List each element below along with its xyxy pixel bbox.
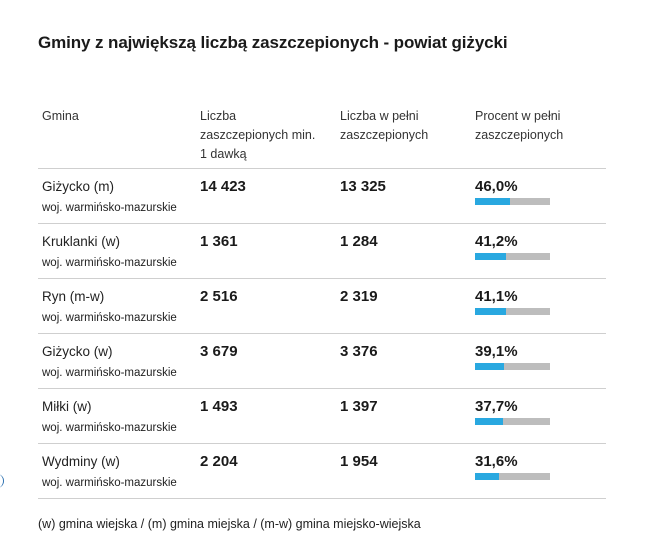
footnote: (w) gmina wiejska / (m) gmina miejska / … <box>38 517 421 531</box>
percent-bar-track <box>475 363 550 370</box>
header-full: Liczba w pełni zaszczepionych <box>340 109 429 142</box>
header-dose1: Liczba zaszczepionych min. 1 dawką <box>200 109 316 161</box>
row-region: woj. warmińsko-mazurskie <box>42 257 177 269</box>
row-name: Kruklanki (w) <box>42 234 121 249</box>
row-full: 1 397 <box>340 398 378 415</box>
row-dose1: 14 423 <box>200 178 246 195</box>
row-name: Wydminy (w) <box>42 454 120 469</box>
table-row: Giżycko (w) woj. warmińsko-mazurskie 3 6… <box>38 334 606 389</box>
percent-bar-track <box>475 308 550 315</box>
row-name: Ryn (m-w) <box>42 289 105 304</box>
row-full: 13 325 <box>340 178 386 195</box>
row-full: 1 284 <box>340 233 378 250</box>
percent-bar-track <box>475 198 550 205</box>
row-percent-label: 31,6% <box>475 453 518 470</box>
header-percent: Procent w pełni zaszczepionych <box>475 109 564 142</box>
row-region: woj. warmińsko-mazurskie <box>42 202 177 214</box>
row-percent-label: 41,2% <box>475 233 518 250</box>
row-dose1: 1 361 <box>200 233 238 250</box>
edge-scroll-indicator <box>0 474 4 488</box>
table-row: Giżycko (m) woj. warmińsko-mazurskie 14 … <box>38 169 606 224</box>
table-row: Ryn (m-w) woj. warmińsko-mazurskie 2 516… <box>38 279 606 334</box>
table-row: Wydminy (w) woj. warmińsko-mazurskie 2 2… <box>38 444 606 499</box>
row-dose1: 2 204 <box>200 453 238 470</box>
row-dose1: 2 516 <box>200 288 238 305</box>
table-row: Kruklanki (w) woj. warmińsko-mazurskie 1… <box>38 224 606 279</box>
percent-bar-fill <box>475 308 506 315</box>
row-dose1: 1 493 <box>200 398 238 415</box>
row-name: Giżycko (w) <box>42 344 113 359</box>
row-region: woj. warmińsko-mazurskie <box>42 367 177 379</box>
percent-bar-fill <box>475 418 503 425</box>
vaccination-table: Gmina Liczba zaszczepionych min. 1 dawką… <box>38 103 606 499</box>
header-gmina: Gmina <box>42 109 79 123</box>
row-full: 1 954 <box>340 453 378 470</box>
table-header: Gmina Liczba zaszczepionych min. 1 dawką… <box>38 103 606 169</box>
row-name: Miłki (w) <box>42 399 92 414</box>
row-full: 2 319 <box>340 288 378 305</box>
percent-bar-track <box>475 473 550 480</box>
row-full: 3 376 <box>340 343 378 360</box>
row-percent-label: 39,1% <box>475 343 518 360</box>
table-row: Miłki (w) woj. warmińsko-mazurskie 1 493… <box>38 389 606 444</box>
row-region: woj. warmińsko-mazurskie <box>42 477 177 489</box>
row-percent-label: 37,7% <box>475 398 518 415</box>
row-percent-label: 46,0% <box>475 178 518 195</box>
percent-bar-fill <box>475 198 510 205</box>
percent-bar-fill <box>475 473 499 480</box>
row-dose1: 3 679 <box>200 343 238 360</box>
row-name: Giżycko (m) <box>42 179 114 194</box>
percent-bar-track <box>475 253 550 260</box>
row-percent-label: 41,1% <box>475 288 518 305</box>
row-region: woj. warmińsko-mazurskie <box>42 312 177 324</box>
chart-title: Gminy z największą liczbą zaszczepionych… <box>38 33 508 52</box>
percent-bar-fill <box>475 363 504 370</box>
percent-bar-fill <box>475 253 506 260</box>
row-region: woj. warmińsko-mazurskie <box>42 422 177 434</box>
percent-bar-track <box>475 418 550 425</box>
